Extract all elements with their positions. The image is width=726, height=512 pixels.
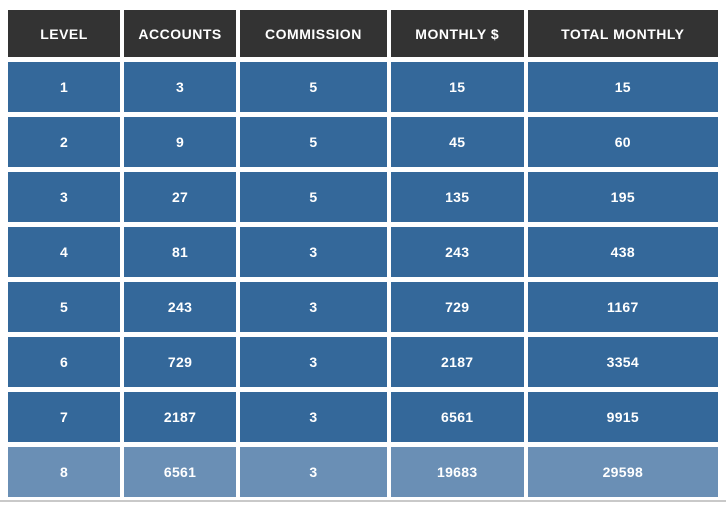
table-cell: 6561 bbox=[390, 392, 524, 442]
table-cell: 3 bbox=[124, 62, 237, 112]
table-bottom-rule bbox=[0, 500, 726, 502]
table-cell: 6561 bbox=[124, 447, 237, 497]
table-cell: 3 bbox=[240, 282, 387, 332]
table-cell: 3 bbox=[240, 447, 387, 497]
table-cell: 243 bbox=[124, 282, 237, 332]
table-cell: 243 bbox=[390, 227, 524, 277]
table-cell: 2187 bbox=[390, 337, 524, 387]
table-cell: 81 bbox=[124, 227, 237, 277]
table-cell: 3 bbox=[8, 172, 121, 222]
table-cell: 5 bbox=[240, 117, 387, 167]
table-cell: 5 bbox=[240, 172, 387, 222]
table-cell: 3 bbox=[240, 227, 387, 277]
table-cell: 195 bbox=[527, 172, 718, 222]
table-cell: 9 bbox=[124, 117, 237, 167]
header-cell: ACCOUNTS bbox=[124, 10, 237, 57]
table-cell: 3 bbox=[240, 392, 387, 442]
table-cell: 5 bbox=[240, 62, 387, 112]
header-cell: MONTHLY $ bbox=[390, 10, 524, 57]
table-cell: 729 bbox=[124, 337, 237, 387]
table-cell: 3354 bbox=[527, 337, 718, 387]
table-cell: 15 bbox=[527, 62, 718, 112]
table-cell: 8 bbox=[8, 447, 121, 497]
table-cell: 60 bbox=[527, 117, 718, 167]
table-cell: 27 bbox=[124, 172, 237, 222]
table-cell: 3 bbox=[240, 337, 387, 387]
commission-table: LEVEL ACCOUNTS COMMISSION MONTHLY $ TOTAL MO… bbox=[8, 10, 718, 497]
table-cell: 45 bbox=[390, 117, 524, 167]
header-cell: TOTAL MONTHLY bbox=[527, 10, 718, 57]
table-cell: 5 bbox=[8, 282, 121, 332]
table-cell: 15 bbox=[390, 62, 524, 112]
table-cell: 135 bbox=[390, 172, 524, 222]
table-cell: 2 bbox=[8, 117, 121, 167]
table-cell: 1167 bbox=[527, 282, 718, 332]
table-cell: 7 bbox=[8, 392, 121, 442]
table-cell: 1 bbox=[8, 62, 121, 112]
header-cell: LEVEL bbox=[8, 10, 121, 57]
table-cell: 19683 bbox=[390, 447, 524, 497]
table-cell: 2187 bbox=[124, 392, 237, 442]
table-cell: 9915 bbox=[527, 392, 718, 442]
table-cell: 29598 bbox=[527, 447, 718, 497]
table-cell: 4 bbox=[8, 227, 121, 277]
table-cell: 438 bbox=[527, 227, 718, 277]
table-cell: 729 bbox=[390, 282, 524, 332]
table-cell: 6 bbox=[8, 337, 121, 387]
header-cell: COMMISSION bbox=[240, 10, 387, 57]
